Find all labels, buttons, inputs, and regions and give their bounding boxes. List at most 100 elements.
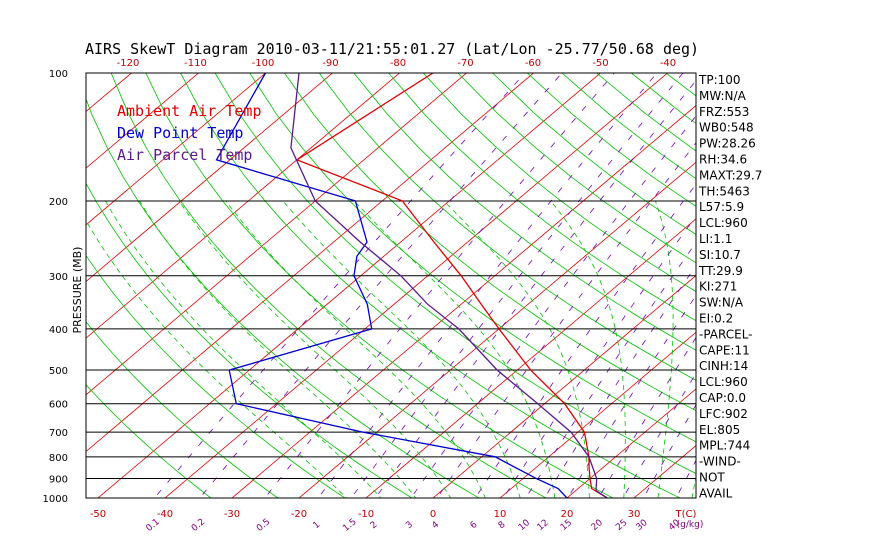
legend-entry: Air Parcel Temp <box>117 146 252 164</box>
mixing-ratio-label: 1.5 <box>341 517 358 534</box>
mixing-ratio-label: 10 <box>517 518 532 533</box>
dry-adiabat-line <box>665 73 696 97</box>
stat-entry: SI:10.7 <box>699 248 741 262</box>
isotherm-line <box>432 275 696 498</box>
stat-entry: KI:271 <box>699 280 737 294</box>
mixing-ratio-label: 20 <box>590 518 605 533</box>
mixing-ratio-line <box>436 142 696 498</box>
dry-adiabat-line <box>214 73 696 474</box>
moist-adiabat-line <box>354 200 556 498</box>
mixing-ratio-line <box>544 264 696 498</box>
stat-entry: MAXT:29.7 <box>699 168 762 182</box>
mixing-ratio-line <box>153 73 526 498</box>
moist-adiabat-line <box>86 219 347 498</box>
mixing-ratio-line <box>199 73 563 498</box>
mixing-ratio-line <box>567 294 696 498</box>
stat-entry: EI:0.2 <box>699 312 733 326</box>
dry-adiabat-line <box>86 384 212 498</box>
mixing-ratio-label: 8 <box>497 520 508 532</box>
bottom-temp-tick-label: 10 <box>494 509 507 520</box>
mixing-ratio-line <box>675 459 696 498</box>
pressure-tick-label: 800 <box>49 453 68 464</box>
isotherm-line <box>757 64 870 507</box>
dry-adiabat-line <box>422 73 696 293</box>
top-temp-tick-label: -110 <box>184 58 207 69</box>
stat-entry: LCL:960 <box>699 375 748 389</box>
moist-adiabat-line <box>550 200 626 498</box>
moist-adiabat-line <box>691 474 696 498</box>
top-temp-tick-label: -100 <box>252 58 275 69</box>
stat-entry: LCL:960 <box>699 216 748 230</box>
dry-adiabat-line <box>86 321 279 498</box>
top-temp-tick-label: -80 <box>390 58 406 69</box>
stat-entry: CINH:14 <box>699 359 748 373</box>
bottom-temp-tick-label: -10 <box>358 509 374 520</box>
pressure-tick-label: 600 <box>49 400 68 411</box>
mixing-ratio-line <box>598 336 696 498</box>
mixing-ratio-label: 2 <box>369 520 380 531</box>
mixing-ratio-label: 25 <box>614 518 629 533</box>
dry-adiabat-line <box>249 73 696 443</box>
isotherm-line <box>164 73 669 498</box>
bottom-temp-tick-label: 20 <box>561 509 574 520</box>
dry-adiabat-line <box>388 73 696 322</box>
stat-entry: WB0:548 <box>699 121 754 135</box>
top-temp-tick-label: -70 <box>457 58 473 69</box>
moist-adiabat-line <box>104 200 382 498</box>
mixing-ratio-label: 0.2 <box>190 517 207 534</box>
stat-entry: CAP:0.0 <box>699 391 746 405</box>
moist-adiabat-line <box>178 200 452 498</box>
mixing-ratio-label: 15 <box>559 518 574 533</box>
stat-entry: AVAIL <box>699 486 733 500</box>
dry-adiabat-line <box>457 73 696 264</box>
pressure-tick-label: 700 <box>49 428 68 439</box>
isotherm-line <box>86 73 267 226</box>
pressure-tick-label: 300 <box>49 272 68 283</box>
isotherm-line <box>365 218 696 498</box>
stat-entry: LFC:902 <box>699 407 748 421</box>
isotherm-line <box>86 73 535 453</box>
dry-adiabat-line <box>318 73 696 381</box>
mixing-ratio-line <box>317 73 658 498</box>
mixing-ratio-line <box>350 73 684 498</box>
moist-adiabat-line <box>282 200 521 498</box>
dry-adiabat-line <box>145 73 614 498</box>
chart-title: AIRS SkewT Diagram 2010-03-11/21:55:01.2… <box>85 40 699 58</box>
top-temp-tick-label: -120 <box>117 58 140 69</box>
isotherm-line <box>0 64 76 507</box>
series-line-air-parcel-temp <box>290 73 608 498</box>
top-temp-tick-label: -40 <box>660 58 676 69</box>
y-axis-label: PRESSURE (MB) <box>71 247 84 334</box>
isotherm-line <box>499 331 696 498</box>
pressure-tick-label: 100 <box>49 69 68 80</box>
stat-entry: SW:N/A <box>699 296 744 310</box>
mixing-ratio-line <box>474 183 696 498</box>
dry-adiabat-line <box>839 73 870 507</box>
bottom-temp-tick-label: 0 <box>430 509 436 520</box>
dry-adiabat-line <box>770 73 870 507</box>
isotherm-line <box>566 388 696 498</box>
stat-entry: CAPE:11 <box>699 343 750 357</box>
stat-entry: TH:5463 <box>698 184 750 198</box>
mixing-ratio-label: 4 <box>430 520 441 532</box>
isotherm-line <box>0 64 9 507</box>
moist-adiabat-line <box>443 200 590 498</box>
stat-entry: NOT <box>699 471 725 485</box>
dry-adiabat-line <box>180 73 681 498</box>
temp-unit-label: T(C) <box>675 509 697 520</box>
bottom-temp-tick-label: -30 <box>224 509 240 520</box>
isotherm-line <box>86 73 401 339</box>
stat-entry: EL:805 <box>699 423 740 437</box>
top-temp-tick-label: -60 <box>525 58 541 69</box>
bottom-temp-tick-label: -40 <box>157 509 173 520</box>
mixing-ratio-line <box>375 80 696 498</box>
pressure-tick-label: 400 <box>49 325 68 336</box>
dry-adiabat-line <box>86 182 413 498</box>
bottom-temp-tick-label: -20 <box>291 509 307 520</box>
stat-entry: TT:29.9 <box>698 264 743 278</box>
legend: Ambient Air Temp Dew Point Temp Air Parcel… <box>117 102 262 164</box>
bottom-temp-tick-label: 30 <box>628 509 641 520</box>
mixing-ratio-line <box>642 404 696 498</box>
dry-adiabat-line <box>353 73 696 351</box>
